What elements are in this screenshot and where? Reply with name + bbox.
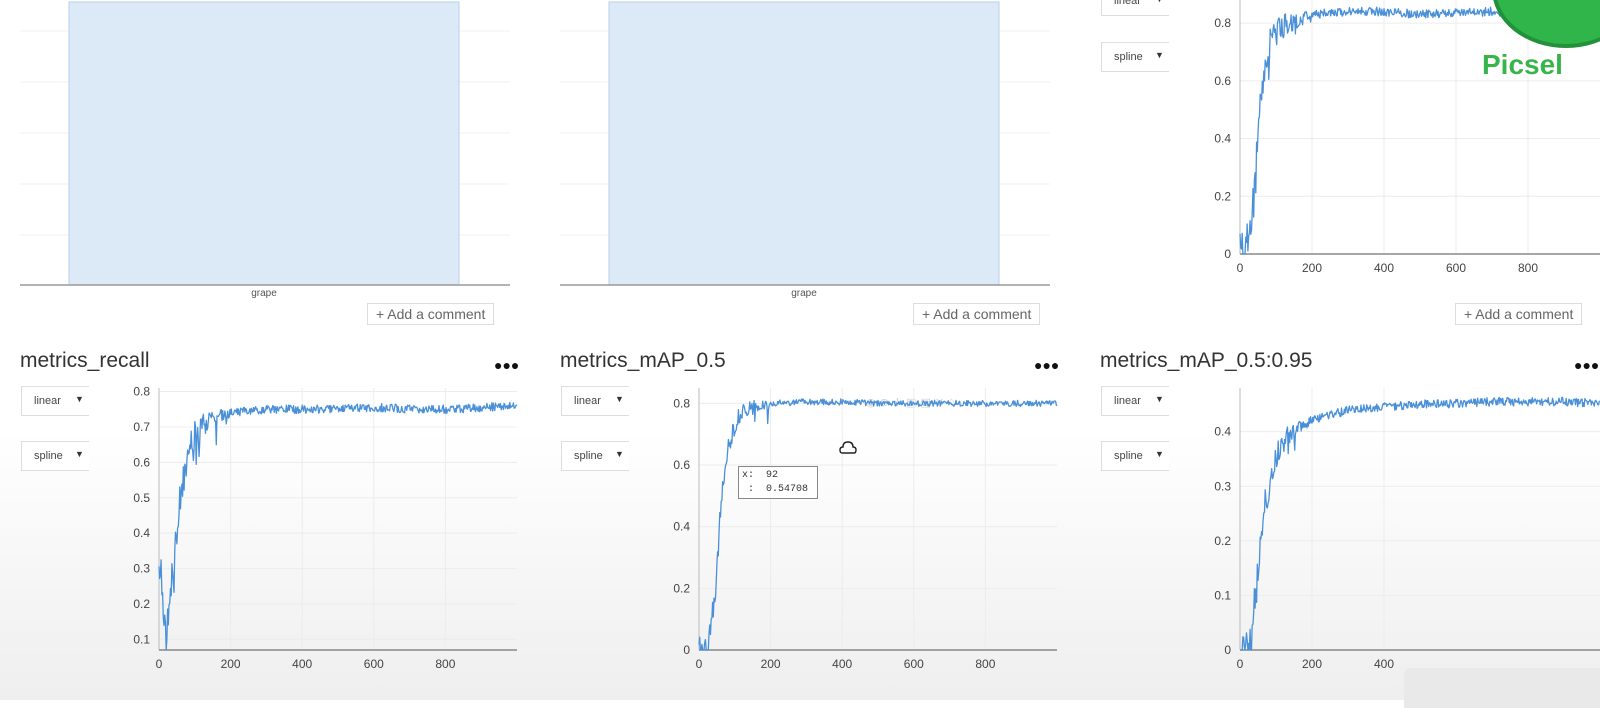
y-tick-label: 0.1 [1214,588,1231,602]
caret-down-icon: ▼ [615,394,624,404]
caret-down-icon: ▼ [75,449,84,459]
cursor-icon [839,441,857,454]
more-icon[interactable]: ●●● [1034,357,1060,373]
y-tick-label: 0.2 [673,581,690,595]
x-tick-label: 0 [156,657,163,671]
histogram-category-label: grape [251,288,277,299]
x-tick-label: 200 [221,657,241,671]
y-tick-label: 0 [1224,247,1231,261]
y-tick-label: 0.2 [1214,534,1231,548]
y-tick-label: 0 [1224,643,1231,657]
more-icon[interactable]: ●●● [1574,357,1600,373]
smoothing-select-value: spline [34,450,63,462]
y-tick-label: 0.8 [133,385,150,399]
histogram-bar [68,1,460,286]
series-line [698,398,1058,651]
scale-select-value: linear [34,395,61,407]
hover-tooltip: x: 92 : 0.54708 [738,466,818,499]
caret-down-icon: ▼ [1155,449,1164,459]
smoothing-select[interactable]: spline ▼ [1101,42,1169,72]
more-icon[interactable]: ●●● [494,357,520,373]
x-tick-label: 400 [292,657,312,671]
scale-select[interactable]: linear ▼ [21,386,89,416]
panel-title: metrics_recall [20,349,150,372]
y-tick-label: 0.4 [1214,132,1231,146]
caret-down-icon: ▼ [1155,0,1164,4]
y-tick-label: 0.3 [133,562,150,576]
y-tick-label: 0 [683,643,690,657]
smoothing-select[interactable]: spline ▼ [561,441,629,471]
histogram-bar [608,1,1000,286]
tooltip-y: : 0.54708 [742,484,809,495]
y-tick-label: 0.7 [133,420,150,434]
y-tick-label: 0.4 [673,520,690,534]
caret-down-icon: ▼ [1155,50,1164,60]
x-tick-label: 400 [1374,261,1394,275]
y-tick-label: 0.2 [1214,189,1231,203]
x-tick-label: 800 [1518,261,1538,275]
x-tick-label: 800 [435,657,455,671]
caret-down-icon: ▼ [615,449,624,459]
y-tick-label: 0.8 [673,396,690,410]
smoothing-select-value: spline [574,450,603,462]
series-line [158,401,518,651]
x-tick-label: 200 [761,657,781,671]
y-tick-label: 0.2 [133,597,150,611]
scale-select[interactable]: linear ▼ [1101,0,1169,16]
x-tick-label: 0 [1237,657,1244,671]
add-comment-button[interactable]: + Add a comment [913,303,1041,325]
scale-select[interactable]: linear ▼ [561,386,629,416]
x-tick-label: 0 [696,657,703,671]
x-tick-label: 0 [1237,261,1244,275]
tooltip-x: x: 92 [742,470,779,481]
caret-down-icon: ▼ [75,394,84,404]
x-tick-label: 800 [975,657,995,671]
x-tick-label: 400 [1374,657,1394,671]
smoothing-select[interactable]: spline ▼ [21,441,89,471]
x-tick-label: 200 [1302,261,1322,275]
x-tick-label: 600 [364,657,384,671]
top-right-chart: 0 0.2 0.4 0.6 0.8 0 200 400 600 800 [1214,0,1600,275]
histogram-category-label: grape [791,288,817,299]
y-tick-label: 0.4 [133,526,150,540]
corner-overlay [1404,668,1600,708]
y-tick-label: 0.5 [133,491,150,505]
scale-select-value: linear [574,395,601,407]
x-tick-label: 600 [1446,261,1466,275]
logo-text: Picsel [1482,49,1563,80]
smoothing-select[interactable]: spline ▼ [1101,441,1169,471]
y-tick-label: 0.3 [1214,479,1231,493]
scale-select[interactable]: linear ▼ [1101,386,1169,416]
histogram-chart-1 [20,1,510,286]
smoothing-select-value: spline [1114,51,1143,63]
scale-select-value: linear [1114,0,1141,7]
panel-title: metrics_mAP_0.5:0.95 [1100,349,1313,372]
caret-down-icon: ▼ [1155,394,1164,404]
histogram-chart-2 [560,1,1050,286]
add-comment-button[interactable]: + Add a comment [1455,303,1583,325]
y-tick-label: 0.6 [1214,74,1231,88]
scale-select-value: linear [1114,395,1141,407]
reset-icon[interactable]: ⌂ [948,396,955,408]
y-tick-label: 0.6 [133,455,150,469]
y-tick-label: 0.4 [1214,425,1231,439]
add-comment-button[interactable]: + Add a comment [367,303,495,325]
series-line [1240,396,1600,651]
x-tick-label: 400 [832,657,852,671]
y-tick-label: 0.1 [133,632,150,646]
y-tick-label: 0.6 [673,458,690,472]
x-tick-label: 200 [1302,657,1322,671]
panel-title: metrics_mAP_0.5 [560,349,726,372]
smoothing-select-value: spline [1114,450,1143,462]
x-tick-label: 600 [904,657,924,671]
y-tick-label: 0.8 [1214,16,1231,30]
